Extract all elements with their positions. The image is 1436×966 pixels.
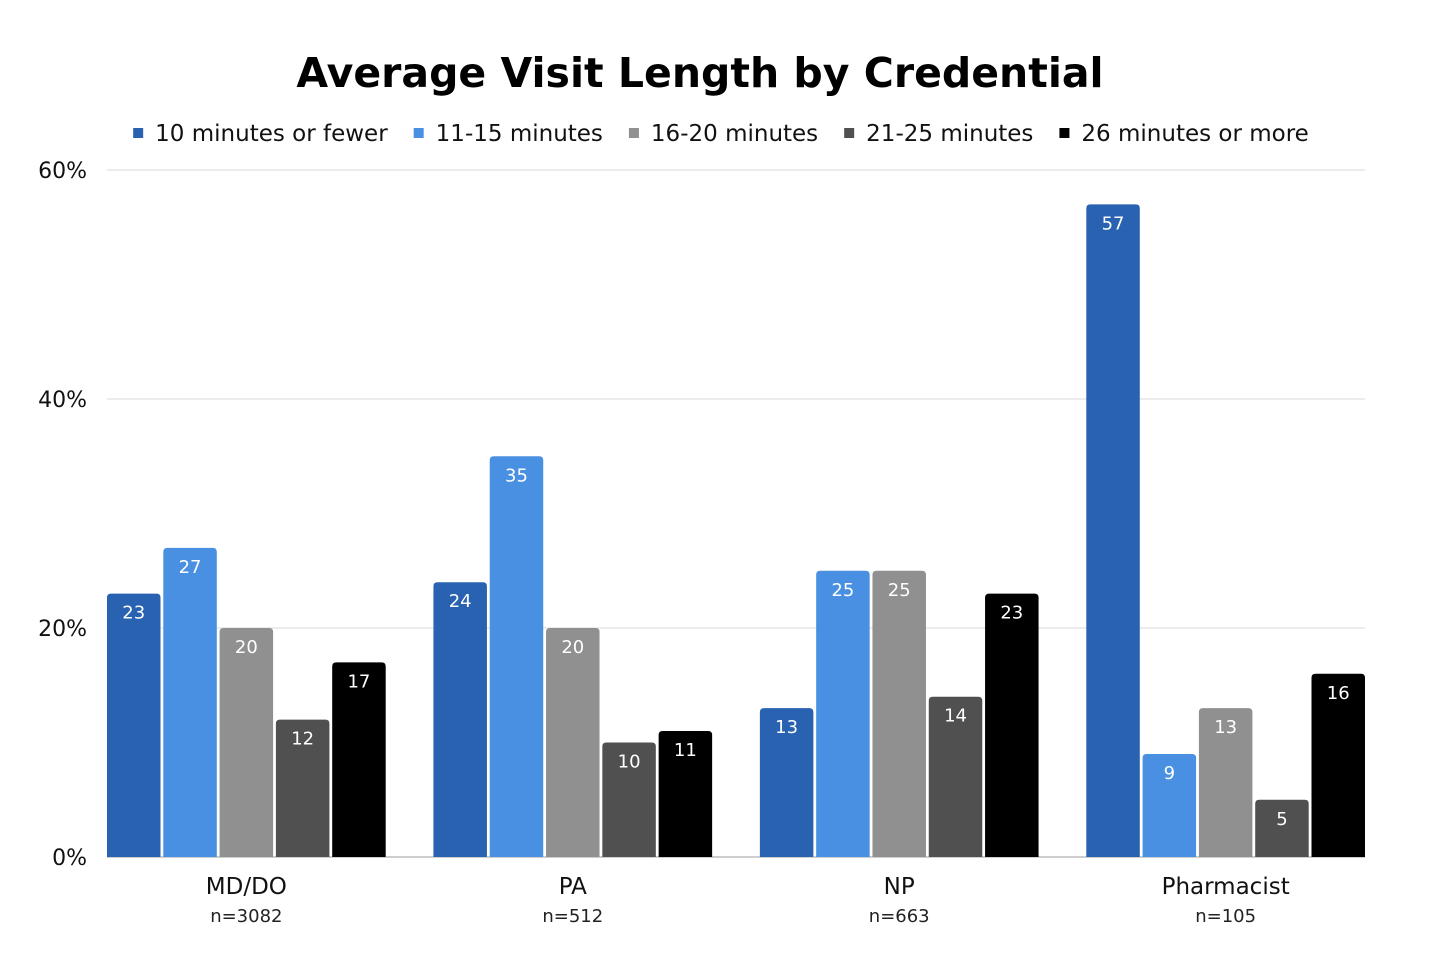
legend-label: 11-15 minutes	[436, 121, 603, 147]
sample-size-label: n=512	[542, 906, 603, 927]
legend: 10 minutes or fewer 11-15 minutes 16-20 mi…	[133, 121, 1309, 147]
legend-swatch	[1059, 128, 1070, 138]
y-tick-label: 60%	[38, 159, 87, 184]
category-label: Pharmacist	[1162, 874, 1290, 900]
data-label: 20	[561, 637, 584, 658]
bar	[1311, 673, 1365, 857]
bar	[219, 628, 274, 857]
legend-item: 21-25 minutes	[844, 121, 1033, 147]
data-label: 23	[122, 603, 145, 624]
data-label: 16	[1327, 683, 1350, 704]
bar	[163, 547, 217, 857]
bar	[872, 570, 926, 857]
bar	[928, 696, 983, 857]
bar	[332, 662, 386, 857]
bar	[1255, 799, 1309, 857]
chart-title: Average Visit Length by Credential	[296, 49, 1103, 97]
legend-item: 10 minutes or fewer	[133, 121, 388, 147]
data-label: 17	[347, 671, 370, 692]
bar	[816, 570, 870, 857]
data-label: 24	[449, 591, 472, 612]
bars: 23 27 20 12 17 24 35 20 10 11 13 25 25 14 23 57 9 13 5 16	[107, 204, 1365, 858]
legend-swatch	[133, 128, 144, 138]
data-label: 23	[1000, 603, 1023, 624]
bar	[1086, 204, 1140, 858]
bar	[489, 456, 544, 857]
x-axis: MD/DO n=3082 PA n=512 NP n=663 Pharmacist n=105	[206, 874, 1290, 927]
data-label: 13	[1214, 717, 1237, 738]
bar	[1198, 708, 1253, 857]
y-tick-label: 40%	[38, 388, 87, 413]
sample-size-label: n=105	[1195, 906, 1256, 927]
data-label: 10	[618, 752, 641, 773]
category-label: NP	[884, 874, 915, 900]
data-label: 13	[775, 717, 798, 738]
data-label: 9	[1164, 763, 1175, 784]
data-label: 35	[505, 465, 528, 486]
data-label: 12	[291, 729, 314, 750]
y-tick-label: 0%	[52, 846, 87, 871]
bar	[275, 719, 330, 857]
legend-swatch	[628, 128, 639, 138]
y-tick-label: 20%	[38, 617, 87, 642]
legend-item: 11-15 minutes	[413, 121, 603, 147]
data-label: 57	[1102, 213, 1125, 234]
sample-size-label: n=3082	[210, 906, 282, 927]
bar	[658, 731, 713, 857]
data-label: 14	[944, 706, 967, 727]
legend-label: 16-20 minutes	[651, 121, 818, 147]
legend-label: 10 minutes or fewer	[155, 121, 388, 147]
legend-label: 21-25 minutes	[866, 121, 1033, 147]
bar	[1142, 753, 1197, 857]
data-label: 25	[888, 580, 911, 601]
y-axis: 0% 20% 40% 60%	[38, 159, 87, 871]
bar	[759, 708, 814, 857]
data-label: 11	[674, 740, 697, 761]
legend-item: 26 minutes or more	[1059, 121, 1309, 147]
legend-swatch	[413, 128, 424, 138]
legend-label: 26 minutes or more	[1081, 121, 1308, 147]
bar	[546, 628, 600, 857]
bar	[107, 593, 161, 857]
bar	[985, 593, 1039, 857]
data-label: 5	[1276, 809, 1287, 830]
bar	[433, 582, 487, 857]
bar	[602, 742, 656, 857]
legend-swatch	[844, 128, 855, 138]
legend-item: 16-20 minutes	[628, 121, 818, 147]
sample-size-label: n=663	[869, 906, 930, 927]
category-label: PA	[559, 874, 587, 900]
data-label: 25	[831, 580, 854, 601]
data-label: 27	[179, 557, 202, 578]
data-label: 20	[235, 637, 258, 658]
category-label: MD/DO	[206, 874, 287, 900]
